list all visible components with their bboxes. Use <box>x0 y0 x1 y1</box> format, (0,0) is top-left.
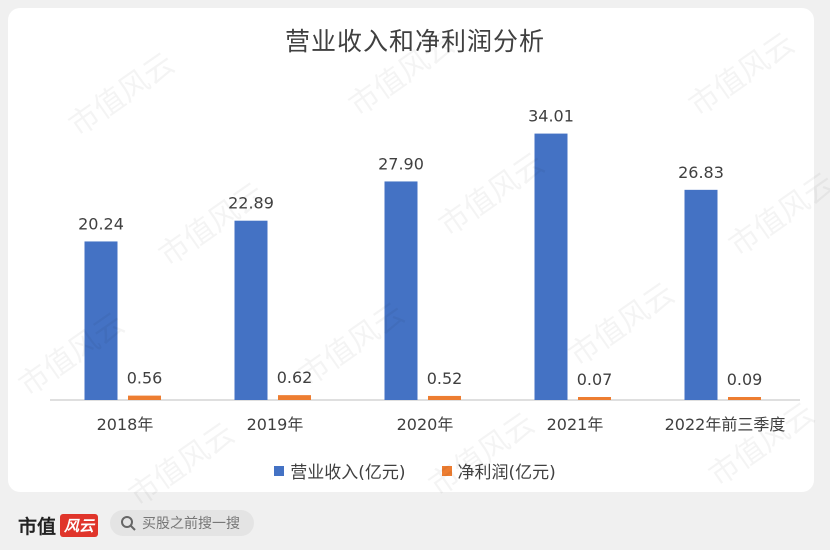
x-tick-label-2: 2020年 <box>397 415 454 434</box>
legend-label-net-profit: 净利润(亿元) <box>457 463 556 483</box>
bar-net-profit-0 <box>128 395 161 400</box>
data-label-revenue-4: 26.83 <box>678 163 724 182</box>
data-label-net-profit-1: 0.62 <box>277 368 313 387</box>
bar-net-profit-3 <box>578 397 611 400</box>
brand-logo: 市值 风云 <box>18 512 99 539</box>
legend-item-revenue: 营业收入(亿元) <box>274 458 406 483</box>
legend: 营业收入(亿元) 净利润(亿元) <box>0 458 830 483</box>
data-label-net-profit-4: 0.09 <box>727 370 763 389</box>
x-tick-label-1: 2019年 <box>247 415 304 434</box>
bar-net-profit-4 <box>728 397 761 400</box>
legend-swatch-net-profit <box>441 465 452 476</box>
footer-bar: 市值 风云 买股之前搜一搜 <box>0 500 830 550</box>
bar-net-profit-2 <box>428 395 461 400</box>
bar-chart: 20.24 0.56 2018年 22.89 0.62 2019年 27.90 0.52 202… <box>50 107 800 434</box>
search-placeholder: 买股之前搜一搜 <box>142 516 240 532</box>
bar-revenue-1 <box>234 220 268 400</box>
data-label-revenue-2: 27.90 <box>378 154 424 173</box>
data-label-net-profit-3: 0.07 <box>577 370 613 389</box>
data-label-net-profit-2: 0.52 <box>427 369 463 388</box>
data-label-revenue-0: 20.24 <box>78 214 124 233</box>
x-tick-label-0: 2018年 <box>97 415 154 434</box>
brand-badge: 风云 <box>60 514 99 537</box>
bar-revenue-3 <box>534 133 568 401</box>
legend-label-revenue: 营业收入(亿元) <box>290 463 406 483</box>
search-box[interactable]: 买股之前搜一搜 <box>110 510 254 536</box>
x-tick-label-4: 2022年前三季度 <box>665 415 786 434</box>
search-icon <box>121 516 136 531</box>
bar-revenue-4 <box>684 189 718 400</box>
bar-revenue-2 <box>384 181 418 400</box>
data-label-revenue-3: 34.01 <box>528 107 574 126</box>
bar-net-profit-1 <box>278 395 311 400</box>
bar-revenue-0 <box>84 241 118 400</box>
legend-item-net-profit: 净利润(亿元) <box>441 458 556 483</box>
legend-swatch-revenue <box>274 465 285 476</box>
chart-title: 营业收入和净利润分析 <box>284 27 545 56</box>
data-label-net-profit-0: 0.56 <box>127 369 163 388</box>
x-tick-label-3: 2021年 <box>547 415 604 434</box>
brand-text: 市值 <box>18 516 57 538</box>
data-label-revenue-1: 22.89 <box>228 194 274 213</box>
